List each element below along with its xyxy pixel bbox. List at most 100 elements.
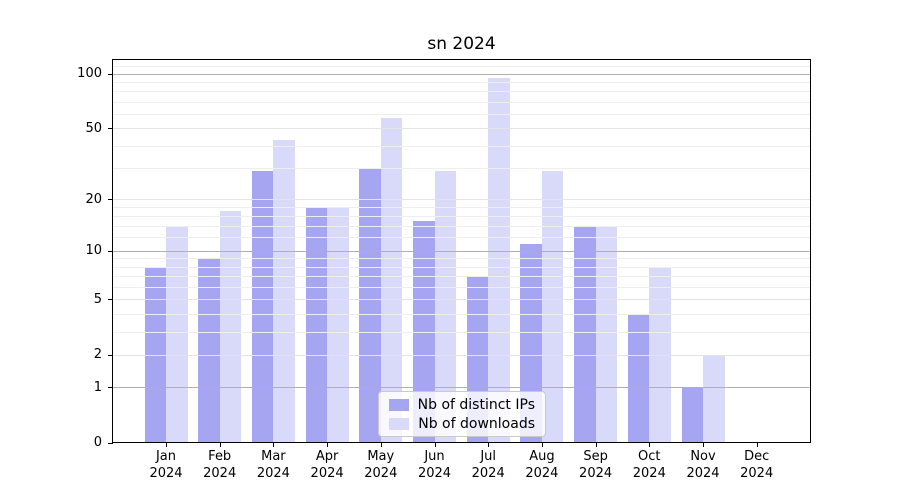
legend-item-distinct-ips: Nb of distinct IPs <box>389 397 535 413</box>
grid-line-major <box>113 73 810 75</box>
y-tick-mark <box>108 199 113 200</box>
grid-line-minor <box>113 313 810 315</box>
x-tick-month: Nov <box>690 449 716 464</box>
bar <box>649 266 671 442</box>
x-tick-year: 2024 <box>149 465 183 481</box>
grid-line-major <box>113 250 810 252</box>
grid-line-minor <box>113 167 810 169</box>
x-tick-mark <box>756 443 758 447</box>
x-tick-mark <box>488 443 490 447</box>
grid-line-minor <box>113 91 810 93</box>
x-tick-year: 2024 <box>525 465 559 481</box>
x-tick-month: Jun <box>424 449 445 464</box>
x-tick-label: Mar 2024 <box>230 449 316 482</box>
x-tick-mark <box>541 443 543 447</box>
x-tick-label: Aug 2024 <box>499 449 585 482</box>
x-tick-year: 2024 <box>740 465 774 481</box>
x-tick-month: Jan <box>155 449 177 464</box>
y-tick-mark <box>108 355 113 356</box>
x-tick-month: Jul <box>480 449 497 464</box>
x-tick-year: 2024 <box>579 465 613 481</box>
grid-line-minor <box>113 286 810 288</box>
bar <box>488 78 510 442</box>
x-tick-month: Dec <box>744 449 770 464</box>
x-tick-label: Oct 2024 <box>606 449 692 482</box>
grid-line-minor <box>113 113 810 115</box>
x-tick-year: 2024 <box>310 465 344 481</box>
x-tick-year: 2024 <box>686 465 720 481</box>
bar <box>380 117 403 442</box>
grid-line-minor <box>113 66 810 67</box>
x-tick-mark <box>649 443 651 447</box>
x-tick-month: Sep <box>583 449 608 464</box>
bar <box>681 387 703 442</box>
x-tick-month: Aug <box>529 449 555 464</box>
x-tick-year: 2024 <box>203 465 237 481</box>
x-tick-label: May 2024 <box>338 449 424 482</box>
chart-title: sn 2024 <box>427 34 496 54</box>
legend-swatch-downloads <box>389 417 410 430</box>
x-tick-month: Oct <box>638 449 661 464</box>
y-tick-mark <box>108 251 113 252</box>
legend-swatch-distinct-ips <box>389 398 409 411</box>
legend-item-downloads: Nb of downloads <box>389 416 535 432</box>
bar <box>198 258 220 442</box>
x-tick-month: Apr <box>315 449 339 464</box>
bar <box>251 170 274 442</box>
y-tick-label: 50 <box>85 120 102 136</box>
grid-line-minor <box>113 266 810 268</box>
grid-line-minor <box>113 101 810 103</box>
grid-line-minor <box>113 258 810 260</box>
y-tick-label: 20 <box>85 191 102 207</box>
grid-line-major <box>113 387 810 389</box>
x-tick-mark <box>273 443 275 447</box>
bar <box>703 354 725 442</box>
bar <box>541 170 564 442</box>
y-tick-label: 5 <box>93 291 102 307</box>
x-tick-month: May <box>367 449 395 464</box>
y-tick-mark <box>108 128 113 129</box>
grid-line-minor <box>113 276 810 278</box>
x-tick-mark <box>380 443 382 447</box>
x-tick-mark <box>327 443 329 447</box>
y-tick-mark <box>108 387 113 388</box>
x-tick-label: Apr 2024 <box>284 449 370 482</box>
x-tick-label: Jun 2024 <box>392 449 478 482</box>
bar <box>327 207 349 442</box>
y-tick-mark <box>108 299 113 300</box>
x-tick-label: Nov 2024 <box>660 449 746 482</box>
x-tick-label: Feb 2024 <box>177 449 263 482</box>
x-tick-year: 2024 <box>256 465 290 481</box>
grid-line-minor <box>113 81 810 83</box>
grid-line-minor <box>113 199 810 201</box>
x-tick-label: Jul 2024 <box>445 449 531 482</box>
grid-line-minor <box>113 299 810 301</box>
legend: Nb of distinct IPs Nb of downloads <box>378 391 546 437</box>
x-tick-month: Feb <box>208 449 232 464</box>
x-tick-label: Sep 2024 <box>553 449 639 482</box>
grid-line-minor <box>113 331 810 333</box>
y-tick-label: 10 <box>85 243 102 259</box>
x-tick-mark <box>434 443 436 447</box>
grid-line-minor <box>113 237 810 239</box>
x-tick-mark <box>595 443 597 447</box>
bar <box>273 139 295 442</box>
x-tick-label: Dec 2024 <box>714 449 800 482</box>
bar <box>144 266 166 442</box>
x-tick-year: 2024 <box>364 465 398 481</box>
y-tick-label: 100 <box>77 66 102 81</box>
grid-line-minor <box>113 207 810 209</box>
bar <box>219 211 242 442</box>
x-tick-year: 2024 <box>632 465 666 481</box>
bar <box>413 220 435 442</box>
bar <box>359 167 381 442</box>
y-tick-mark <box>108 443 113 444</box>
x-tick-label: Jan 2024 <box>123 449 209 482</box>
x-tick-mark <box>166 443 167 447</box>
grid-line-minor <box>113 226 810 227</box>
y-tick-label: 0 <box>93 435 102 450</box>
grid-line-minor <box>113 354 810 356</box>
y-tick-label: 1 <box>93 379 102 395</box>
bar <box>305 207 328 442</box>
